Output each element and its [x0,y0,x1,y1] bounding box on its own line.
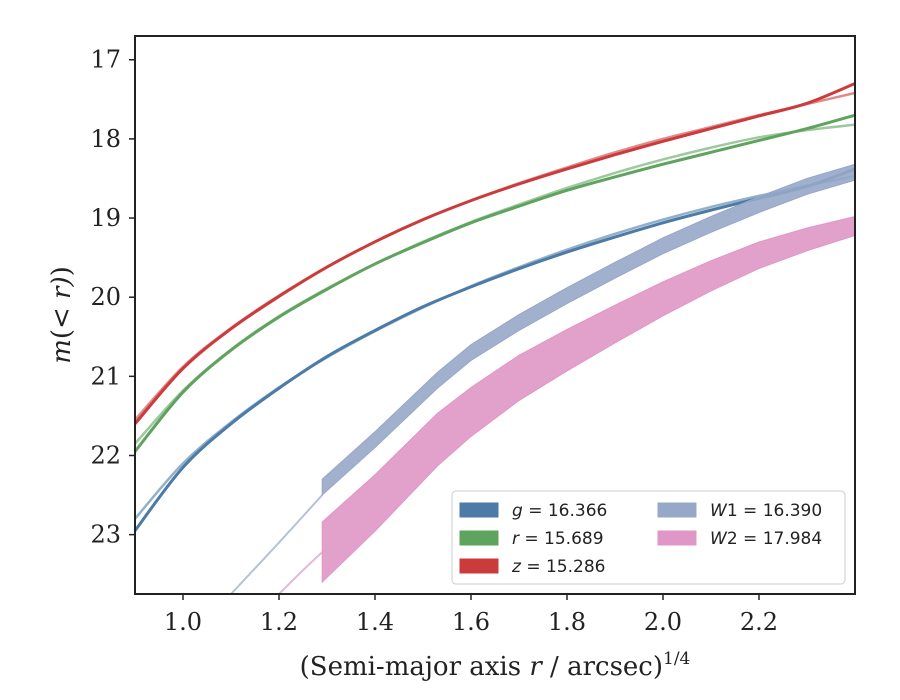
legend-item-W2: W2 = 17.984 [657,529,822,549]
legend-swatch [459,530,499,546]
legend-item-g: g = 16.366 [459,501,607,521]
legend-label: z = 15.286 [511,557,605,577]
x-tick-label: 1.2 [260,608,298,636]
y-axis: 17 18 19 20 21 22 23 [90,46,135,549]
x-axis: 1.0 1.2 1.4 1.6 1.8 2.0 2.2 [164,594,778,636]
series-W2-extrapolation [278,551,323,594]
legend-label: W2 = 17.984 [710,529,822,549]
series-W2 [278,215,855,594]
y-tick-label: 17 [90,46,121,74]
x-tick-label: 1.6 [452,608,490,636]
x-tick-label: 1.4 [356,608,394,636]
series-g-model-line [135,174,855,520]
y-tick-label: 19 [90,204,121,232]
series-z [135,82,855,425]
series-z-line [135,82,855,425]
legend-label: W1 = 16.390 [710,501,822,521]
x-tick-label: 1.8 [548,608,586,636]
y-tick-label: 21 [90,362,121,390]
y-tick-label: 20 [90,283,121,311]
legend-label: r = 15.689 [512,529,604,549]
series-W2-band [321,215,855,584]
series-g-line [135,167,855,532]
plot-frame [134,35,856,595]
x-tick-label: 2.2 [740,608,778,636]
y-tick-label: 23 [90,521,121,549]
legend-frame [451,490,846,585]
y-axis-label: m(< r)) [47,266,77,364]
legend-swatch [657,502,697,518]
legend-swatch [459,502,499,518]
y-tick-label: 18 [90,125,121,153]
y-tick-label: 22 [90,441,121,469]
series-r-line [135,113,855,453]
series-W1-extrapolation [230,494,323,594]
legend-item-r: r = 15.689 [459,529,604,549]
series-W1 [230,163,855,594]
legend-label: g = 16.366 [512,501,607,521]
x-tick-label: 1.0 [164,608,202,636]
series-W1-band [321,163,855,497]
legend-item-z: z = 15.286 [459,557,605,577]
legend-swatch [459,558,499,574]
legend-swatch [657,530,697,546]
series-layer [135,82,855,594]
x-axis-label: (Semi-major axis r / arcsec)1/4 [300,649,691,682]
series-g [135,167,855,532]
x-tick-label: 2.0 [644,608,682,636]
series-r [135,113,855,453]
legend: g = 16.366 r = 15.689 z = 15.286 W1 = 16.39… [451,490,846,585]
legend-item-W1: W1 = 16.390 [657,501,822,521]
